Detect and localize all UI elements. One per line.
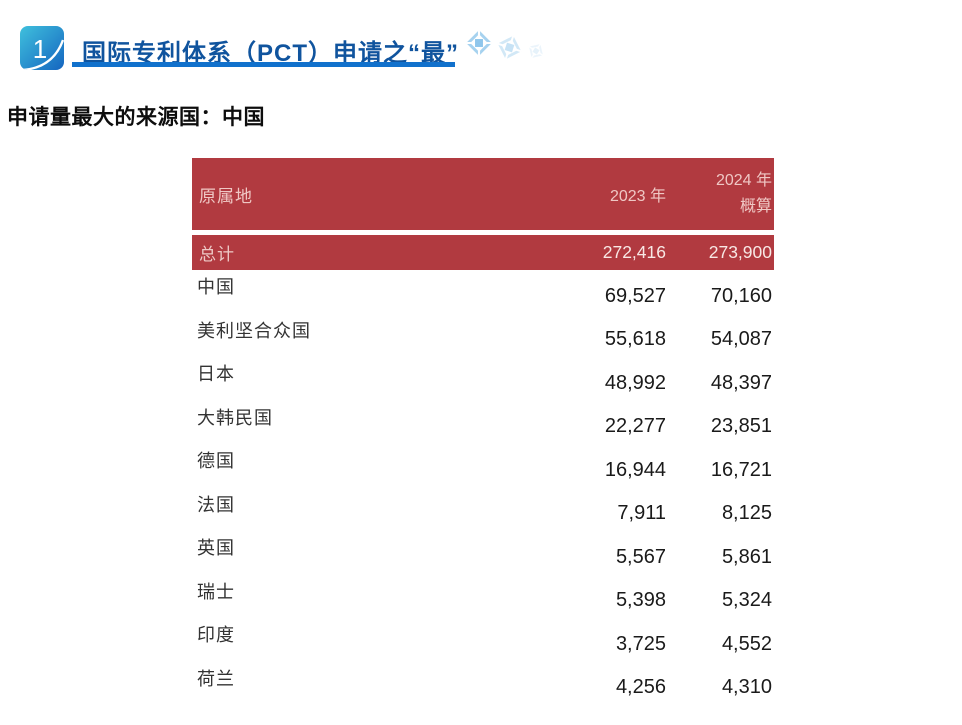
total-value-2024: 273,900	[708, 242, 772, 262]
table-row: 大韩民国 22,277 23,851	[192, 401, 774, 445]
column-header-2024-line2: 概算	[739, 196, 772, 215]
value-2023-cell: 55,618	[604, 328, 666, 350]
value-2023-cell: 22,277	[604, 415, 666, 437]
origin-cell: 英国	[197, 538, 235, 559]
column-header-2024: 2024 年 概算	[666, 169, 772, 219]
title-underline	[72, 62, 455, 67]
value-2024-cell: 8,125	[721, 502, 772, 524]
pct-origin-table: 原属地 2023 年 2024 年 概算 总计 272,416 273,900 …	[192, 158, 774, 705]
value-2023-cell: 16,944	[604, 458, 666, 481]
origin-cell: 德国	[197, 451, 235, 472]
value-2024-cell: 70,160	[710, 284, 772, 307]
total-value-2023: 272,416	[602, 242, 666, 262]
value-2024-cell: 5,324	[721, 589, 772, 611]
column-header-origin: 原属地	[199, 186, 253, 207]
section-number-badge: 1	[20, 26, 64, 70]
value-2024-cell: 54,087	[710, 328, 772, 350]
table-row: 日本 48,992 48,397	[192, 357, 774, 401]
origin-cell: 印度	[197, 625, 235, 646]
subtitle: 申请量最大的来源国：中国	[7, 106, 265, 129]
badge-number: 1	[33, 34, 47, 64]
value-2024-cell: 48,397	[710, 371, 772, 394]
value-2024-cell: 4,552	[721, 632, 772, 655]
table-body: 中国 69,527 70,160 美利坚合众国 55,618 54,087 日本…	[192, 270, 774, 705]
table-row: 中国 69,527 70,160	[192, 270, 774, 314]
origin-cell: 瑞士	[197, 581, 235, 603]
table-row: 美利坚合众国 55,618 54,087	[192, 314, 774, 358]
value-2023-cell: 5,398	[615, 589, 666, 611]
diamond-icon	[466, 30, 492, 56]
value-2023-cell: 48,992	[604, 371, 666, 394]
value-2023-cell: 7,911	[617, 502, 666, 524]
value-2023-cell: 69,527	[604, 284, 666, 307]
table-row: 德国 16,944 16,721	[192, 444, 774, 488]
value-2024-cell: 16,721	[710, 458, 772, 481]
value-2024-cell: 4,310	[721, 676, 772, 698]
diamond-icon	[497, 35, 522, 60]
column-header-2023: 2023 年	[609, 188, 666, 205]
total-label: 总计	[199, 245, 235, 265]
origin-cell: 日本	[197, 364, 235, 385]
value-2023-cell: 5,567	[615, 545, 666, 568]
column-header-2024-line1: 2024 年	[715, 172, 772, 190]
table-row: 英国 5,567 5,861	[192, 531, 774, 575]
table-row: 印度 3,725 4,552	[192, 618, 774, 662]
origin-cell: 荷兰	[197, 668, 235, 690]
table-header-row: 原属地 2023 年 2024 年 概算	[192, 158, 774, 230]
value-2024-cell: 5,861	[721, 545, 772, 568]
origin-cell: 大韩民国	[197, 407, 273, 429]
badge-shape-icon: 1	[20, 26, 64, 70]
table-row: 荷兰 4,256 4,310	[192, 662, 774, 706]
total-row: 总计 272,416 273,900	[192, 235, 774, 270]
table-row: 法国 7,911 8,125	[192, 488, 774, 532]
value-2023-cell: 3,725	[615, 632, 666, 655]
origin-cell: 美利坚合众国	[197, 320, 311, 342]
table-row: 瑞士 5,398 5,324	[192, 575, 774, 619]
header-separator	[192, 230, 774, 235]
diamond-icon	[528, 43, 544, 59]
value-2023-cell: 4,256	[615, 676, 666, 698]
origin-cell: 法国	[197, 494, 235, 516]
value-2024-cell: 23,851	[710, 415, 772, 437]
origin-cell: 中国	[197, 277, 235, 298]
